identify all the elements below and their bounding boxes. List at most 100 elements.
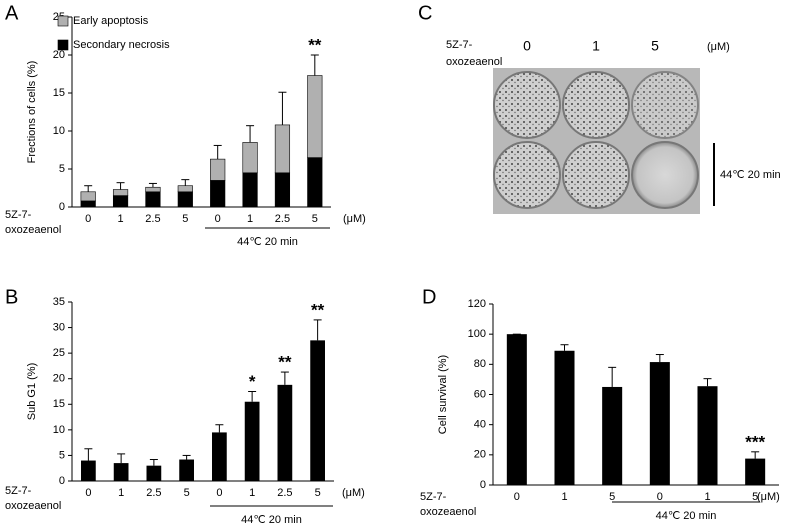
- significance: **: [311, 300, 325, 319]
- compound-label: 5Z-7-: [5, 209, 32, 221]
- compound-label: 5Z-7-: [420, 491, 447, 503]
- x-tick-label: 1: [561, 491, 567, 503]
- y-tick-label: 15: [53, 398, 65, 410]
- bar-segment: [145, 191, 161, 208]
- group-label: 44℃ 20 min: [241, 514, 302, 526]
- bar: [649, 362, 670, 485]
- bar-segment: [177, 191, 193, 208]
- y-tick-label: 0: [59, 475, 65, 487]
- y-axis-label: Cell survival (%): [437, 355, 449, 434]
- x-tick-label: 5: [609, 491, 615, 503]
- x-tick-label: 1: [249, 487, 255, 499]
- y-tick-label: 15: [53, 87, 65, 99]
- x-tick-label: 5: [184, 487, 190, 499]
- bar-segment: [80, 200, 96, 208]
- bar: [745, 458, 766, 485]
- panel-letter: A: [5, 2, 19, 24]
- y-axis-label: Frections of cells (%): [26, 61, 38, 164]
- bar: [697, 386, 718, 485]
- compound-label: oxozeaenol: [446, 56, 502, 68]
- bar-segment: [210, 180, 226, 208]
- y-tick-label: 20: [474, 449, 486, 461]
- x-tick-label: 1: [118, 213, 124, 225]
- bar: [212, 432, 227, 481]
- bar: [81, 460, 96, 481]
- bar: [179, 459, 194, 481]
- bar: [277, 384, 293, 481]
- y-tick-label: 120: [468, 298, 486, 310]
- x-tick-label: 0: [85, 487, 91, 499]
- x-tick-label: 1: [118, 487, 124, 499]
- x-tick-label: 0: [514, 491, 520, 503]
- compound-label: oxozeaenol: [420, 506, 476, 518]
- y-tick-label: 35: [53, 296, 65, 308]
- dose-label: 0: [523, 38, 531, 54]
- panel-letter: B: [5, 286, 18, 308]
- x-tick-label: 1: [247, 213, 253, 225]
- bar-segment: [112, 195, 129, 208]
- bar: [310, 340, 325, 481]
- dose-label: 1: [592, 38, 600, 54]
- x-tick-label: 2.5: [146, 487, 161, 499]
- panel-letter: D: [422, 286, 436, 308]
- plate-photo: [493, 68, 700, 214]
- x-tick-label: 1: [704, 491, 710, 503]
- compound-label: oxozeaenol: [5, 224, 61, 236]
- y-tick-label: 20: [53, 49, 65, 61]
- x-tick-label: 0: [215, 213, 221, 225]
- bar: [146, 465, 162, 481]
- bar-segment: [177, 185, 193, 193]
- legend-swatch: [57, 15, 69, 27]
- bar-segment: [242, 172, 258, 208]
- group-label: 44℃ 20 min: [656, 510, 717, 522]
- bar-segment: [80, 191, 96, 202]
- x-tick-label: 5: [312, 213, 318, 225]
- y-tick-label: 0: [59, 201, 65, 213]
- bar-segment: [112, 189, 129, 196]
- unit-label: (μM): [342, 487, 365, 499]
- x-tick-label: 0: [657, 491, 663, 503]
- x-tick-label: 0: [85, 213, 91, 225]
- legend-label: Secondary necrosis: [73, 39, 170, 51]
- x-tick-label: 2.5: [275, 213, 290, 225]
- y-tick-label: 5: [59, 449, 65, 461]
- significance: ***: [745, 432, 765, 451]
- x-tick-label: 5: [315, 487, 321, 499]
- compound-label: 5Z-7-: [446, 39, 473, 51]
- x-tick-label: 5: [182, 213, 188, 225]
- y-tick-label: 30: [53, 321, 65, 333]
- y-tick-label: 5: [59, 163, 65, 175]
- x-tick-label: 2.5: [277, 487, 292, 499]
- significance: **: [308, 35, 322, 54]
- y-axis-label: Sub G1 (%): [26, 363, 38, 420]
- group-label: 44℃ 20 min: [237, 236, 298, 248]
- bar-segment: [274, 124, 291, 174]
- y-tick-label: 20: [53, 373, 65, 385]
- x-tick-label: 5: [752, 491, 758, 503]
- unit-label: (μM): [757, 491, 780, 503]
- bar-segment: [210, 158, 226, 181]
- bar-segment: [145, 186, 161, 193]
- compound-label: 5Z-7-: [5, 485, 32, 497]
- y-tick-label: 100: [468, 328, 486, 340]
- bar-segment: [307, 157, 323, 208]
- significance: *: [249, 372, 256, 391]
- bar: [602, 386, 623, 485]
- y-tick-label: 80: [474, 358, 486, 370]
- dose-label: 5: [651, 38, 659, 54]
- bar: [113, 463, 129, 481]
- significance: **: [278, 353, 292, 372]
- condition-label: 44℃ 20 min: [720, 169, 781, 181]
- bar-segment: [242, 142, 258, 174]
- compound-label: oxozeaenol: [5, 500, 61, 512]
- y-tick-label: 10: [53, 424, 65, 436]
- x-tick-label: 0: [216, 487, 222, 499]
- bar-segment: [274, 172, 291, 208]
- legend-label: Early apoptosis: [73, 15, 149, 27]
- y-tick-label: 0: [480, 479, 486, 491]
- y-tick-label: 60: [474, 388, 486, 400]
- legend-swatch: [57, 39, 69, 51]
- bar-segment: [307, 75, 323, 158]
- panel-letter: C: [418, 2, 432, 24]
